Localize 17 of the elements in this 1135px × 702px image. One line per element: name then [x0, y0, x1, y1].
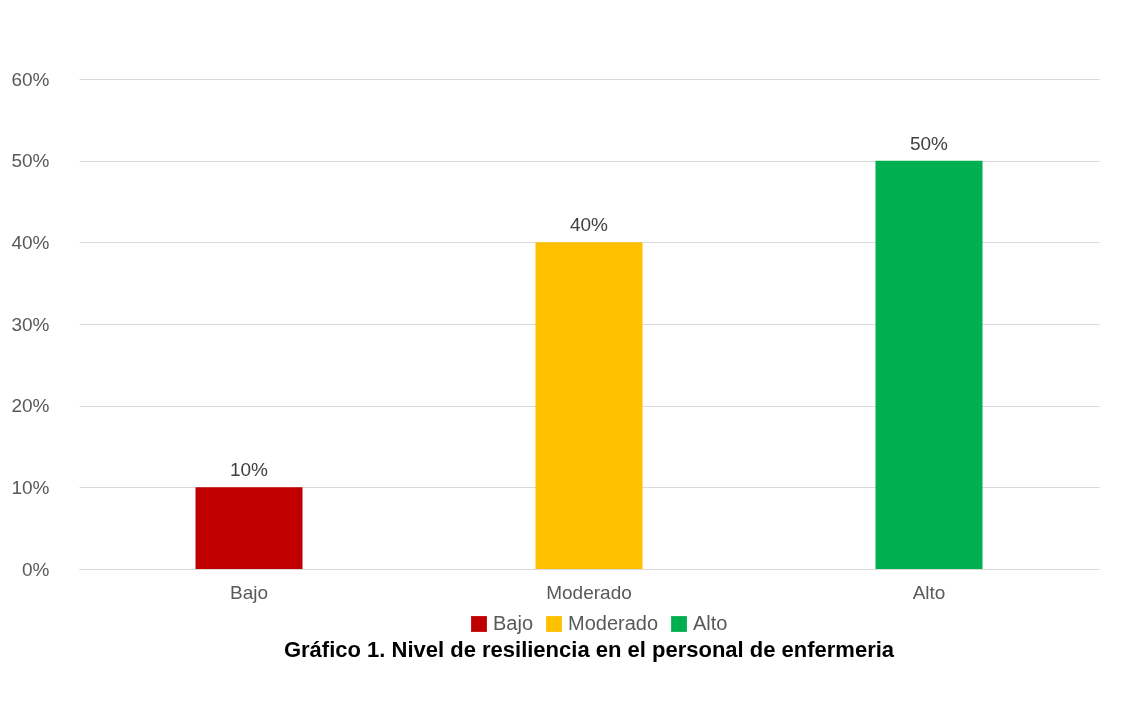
legend-label: Moderado	[568, 612, 659, 634]
legend-label: Alto	[693, 612, 728, 634]
x-tick-label: Bajo	[229, 581, 269, 603]
data-label: 50%	[909, 132, 949, 154]
y-tick-label: 60%	[11, 68, 50, 90]
y-tick-label: 40%	[11, 231, 50, 253]
text: Gráfico 1. Nivel de resiliencia en el personal de enfermeria	[283, 637, 895, 662]
data-label: 10%	[229, 459, 269, 481]
y-tick-label: 30%	[11, 313, 50, 335]
x-tick-label: Moderado	[546, 581, 632, 603]
y-tick-label: 0%	[22, 558, 50, 580]
x-tick-label: Alto	[912, 581, 946, 603]
y-tick-label: 50%	[11, 150, 50, 172]
legend-label: Bajo	[493, 612, 534, 634]
data-label: 40%	[569, 214, 609, 236]
y-tick-label: 20%	[11, 395, 50, 417]
y-tick-label: 10%	[11, 476, 50, 498]
